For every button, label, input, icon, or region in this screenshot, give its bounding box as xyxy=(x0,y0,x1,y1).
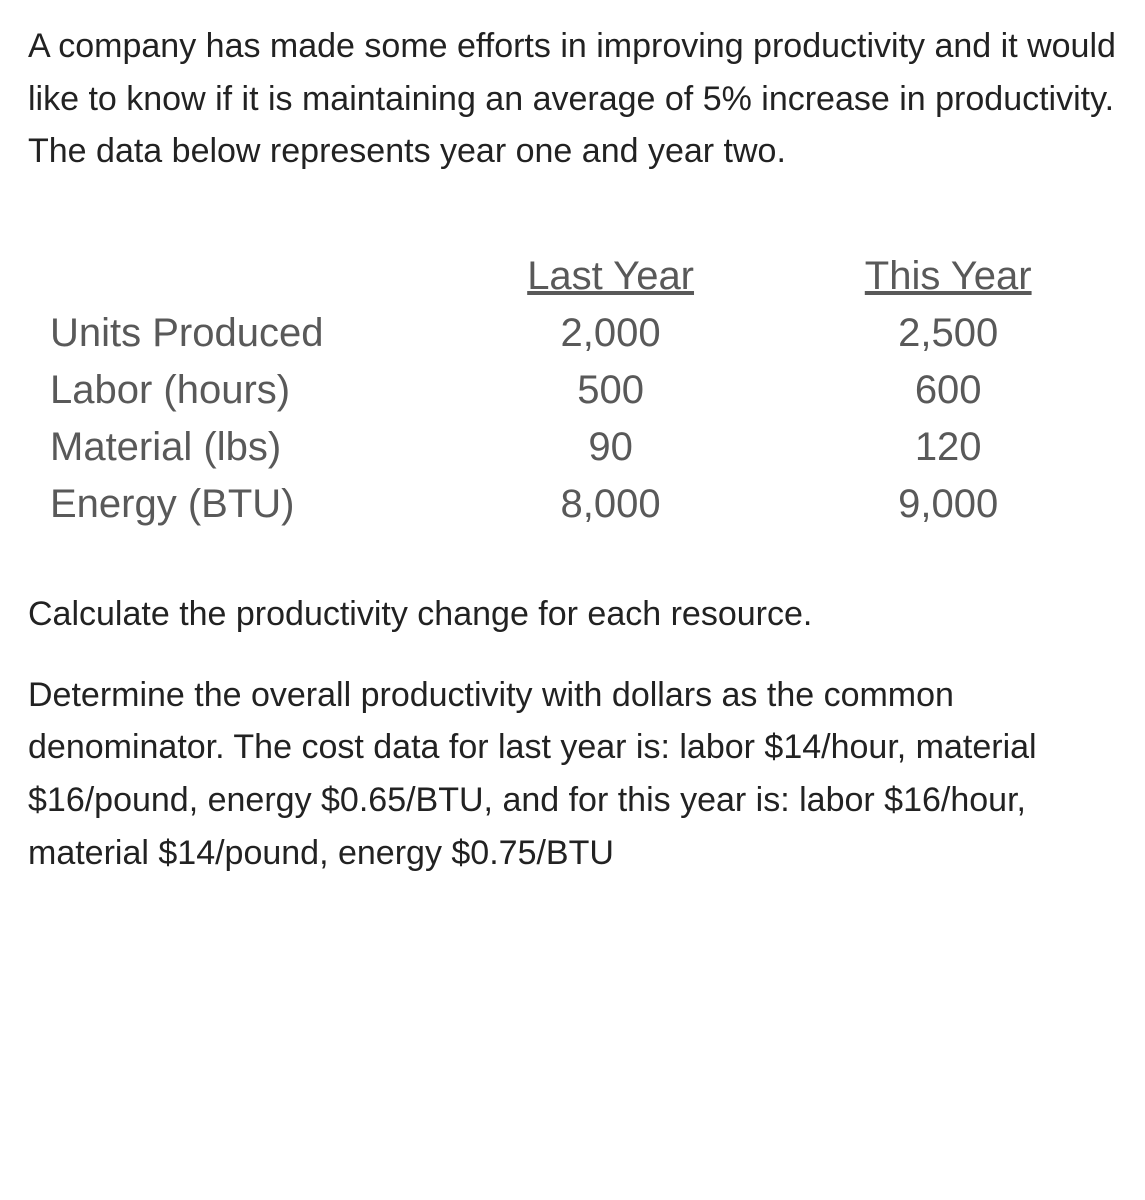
cell-energy-last: 8,000 xyxy=(442,476,780,533)
row-label-labor: Labor (hours) xyxy=(28,362,442,419)
cell-units-this: 2,500 xyxy=(779,305,1117,362)
table-row: Units Produced 2,000 2,500 xyxy=(28,305,1117,362)
table-row: Material (lbs) 90 120 xyxy=(28,419,1117,476)
intro-paragraph: A company has made some efforts in impro… xyxy=(28,20,1117,178)
cell-material-this: 120 xyxy=(779,419,1117,476)
row-label-units: Units Produced xyxy=(28,305,442,362)
table-header-this-year: This Year xyxy=(779,248,1117,305)
row-label-energy: Energy (BTU) xyxy=(28,476,442,533)
productivity-data-table: Last Year This Year Units Produced 2,000… xyxy=(28,248,1117,533)
table-row: Energy (BTU) 8,000 9,000 xyxy=(28,476,1117,533)
cell-labor-last: 500 xyxy=(442,362,780,419)
cell-labor-this: 600 xyxy=(779,362,1117,419)
table-header-last-year: Last Year xyxy=(442,248,780,305)
cell-units-last: 2,000 xyxy=(442,305,780,362)
table-row: Labor (hours) 500 600 xyxy=(28,362,1117,419)
question-2: Determine the overall productivity with … xyxy=(28,669,1117,880)
cell-energy-this: 9,000 xyxy=(779,476,1117,533)
row-label-material: Material (lbs) xyxy=(28,419,442,476)
cell-material-last: 90 xyxy=(442,419,780,476)
question-1: Calculate the productivity change for ea… xyxy=(28,588,1117,641)
table-header-blank xyxy=(28,248,442,305)
